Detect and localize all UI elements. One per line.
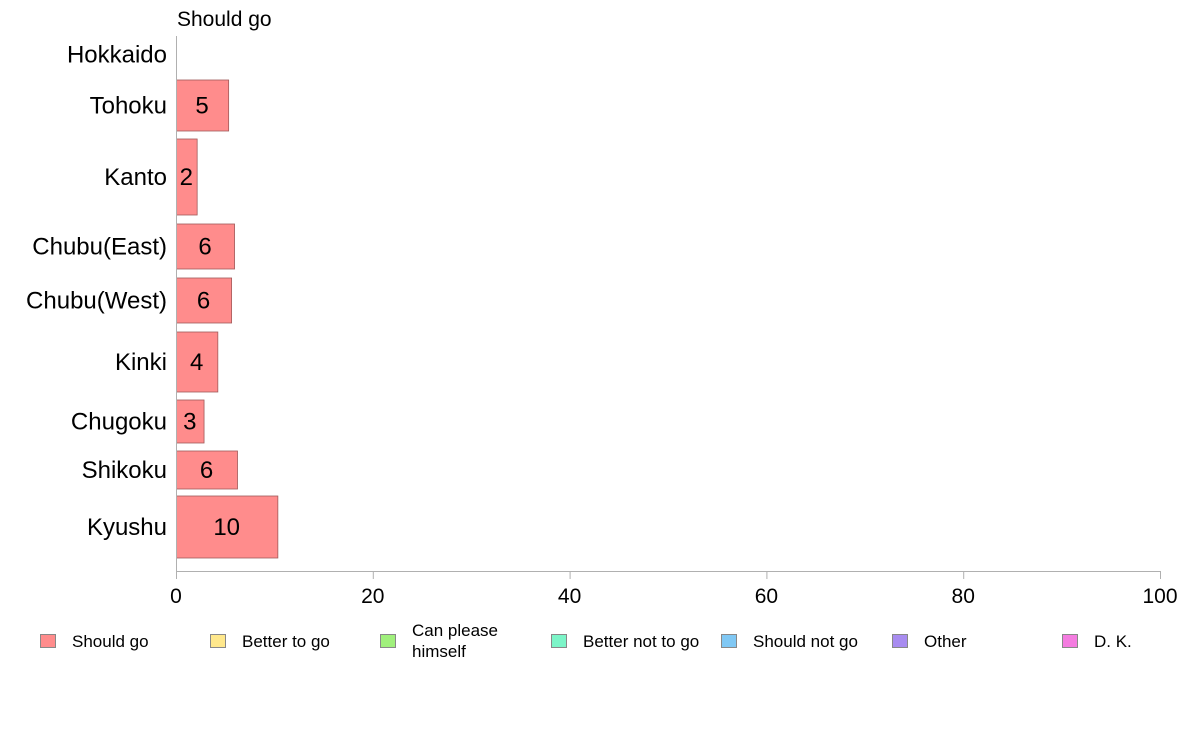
data-label: 4 bbox=[190, 349, 203, 376]
legend-item: Better not to go bbox=[551, 620, 711, 662]
x-axis-ticks: 0 20 40 60 80 100 bbox=[170, 571, 1178, 608]
data-label: 6 bbox=[200, 457, 213, 484]
data-label: 2 bbox=[180, 164, 193, 191]
legend-item: Other bbox=[892, 620, 1052, 662]
category-labels: Hokkaido Tohoku Kanto Chubu(East) Chubu(West… bbox=[26, 42, 167, 542]
data-label: 5 bbox=[195, 93, 208, 120]
legend-item: Can please himself bbox=[380, 620, 540, 662]
legend-swatch bbox=[721, 634, 737, 648]
bar bbox=[176, 399, 205, 444]
data-label: 10 bbox=[213, 514, 240, 541]
legend-swatch bbox=[551, 634, 567, 648]
legend-item: Better to go bbox=[210, 620, 370, 662]
legend-label: Should go bbox=[72, 631, 149, 651]
data-label: 6 bbox=[198, 234, 211, 261]
x-tick-label: 60 bbox=[755, 585, 778, 608]
chart-title: Should go bbox=[177, 8, 272, 31]
legend-label: D. K. bbox=[1094, 631, 1132, 651]
category-label: Chugoku bbox=[71, 409, 167, 436]
legend-label: Can please himself bbox=[412, 621, 499, 661]
bar bbox=[176, 331, 219, 393]
legend-item: Should go bbox=[40, 620, 200, 662]
bar bbox=[176, 450, 238, 490]
legend-swatch bbox=[1062, 634, 1078, 648]
legend-swatch bbox=[210, 634, 226, 648]
legend-swatch bbox=[40, 634, 56, 648]
bar bbox=[176, 277, 233, 324]
legend-item: Should not go bbox=[721, 620, 881, 662]
category-label: Kyushu bbox=[87, 514, 167, 541]
legend: Should go Better to go Can please himself B… bbox=[0, 620, 1188, 670]
x-tick-label: 0 bbox=[170, 585, 182, 608]
data-label: 6 bbox=[197, 288, 210, 315]
legend-label: Better to go bbox=[242, 631, 330, 651]
legend-swatch bbox=[380, 634, 396, 648]
category-label: Hokkaido bbox=[67, 42, 167, 69]
category-label: Chubu(West) bbox=[26, 288, 167, 315]
category-label: Tohoku bbox=[90, 93, 167, 120]
bar bbox=[176, 495, 279, 559]
legend-item: D. K. bbox=[1062, 620, 1188, 662]
x-tick-label: 80 bbox=[952, 585, 975, 608]
category-label: Kanto bbox=[104, 164, 167, 191]
legend-label: Better not to go bbox=[583, 631, 700, 651]
x-tick-label: 40 bbox=[558, 585, 581, 608]
x-tick-label: 20 bbox=[361, 585, 384, 608]
x-tick-label: 100 bbox=[1142, 585, 1177, 608]
bar bbox=[176, 223, 235, 270]
legend-label: Other bbox=[924, 631, 967, 651]
category-label: Chubu(East) bbox=[32, 234, 167, 261]
category-label: Shikoku bbox=[82, 457, 167, 484]
category-label: Kinki bbox=[115, 349, 167, 376]
data-label: 3 bbox=[183, 409, 196, 436]
legend-swatch bbox=[892, 634, 908, 648]
legend-label: Should not go bbox=[753, 631, 858, 651]
bar bbox=[176, 79, 230, 132]
